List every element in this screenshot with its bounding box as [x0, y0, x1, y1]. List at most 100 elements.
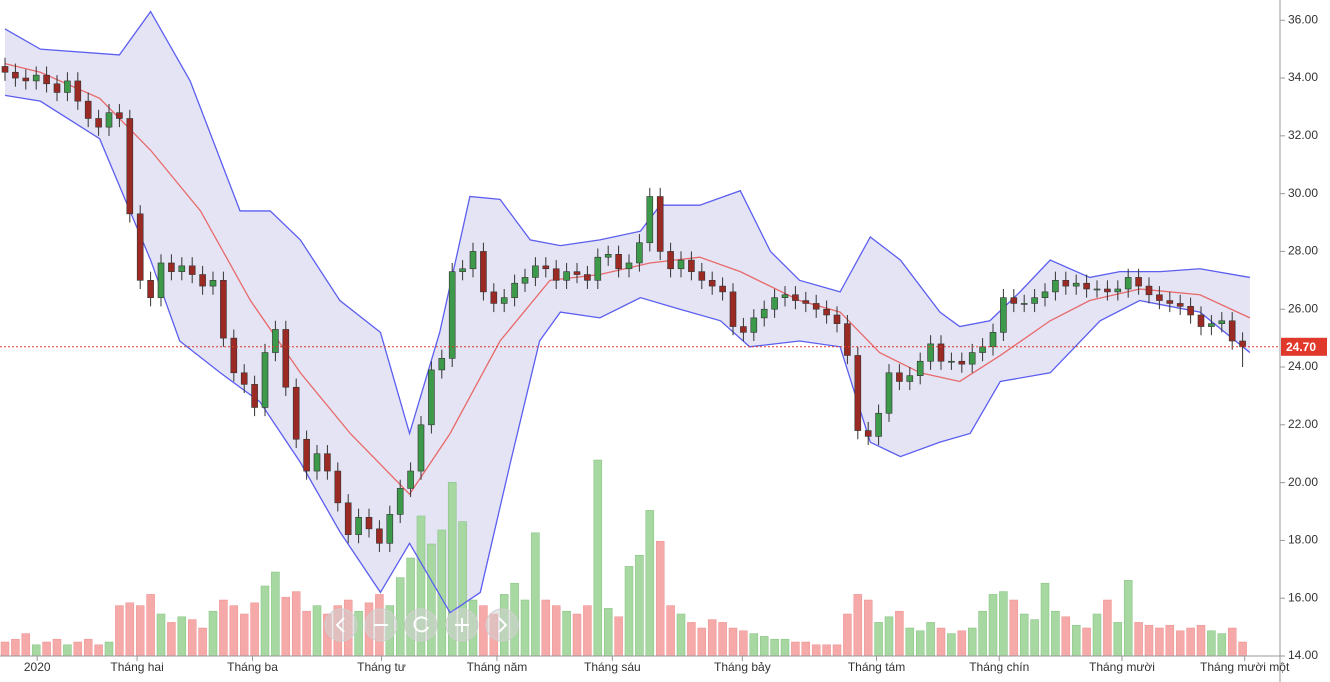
volume-bar: [1040, 582, 1050, 656]
candle-body: [750, 317, 758, 333]
volume-bar: [250, 602, 259, 656]
candle-body: [396, 488, 404, 515]
candle-body: [22, 77, 30, 82]
candle-body: [64, 80, 71, 93]
candle-body: [126, 118, 134, 215]
volume-bar: [905, 627, 915, 656]
y-tick-label: 14.00: [1288, 648, 1318, 662]
volume-bar: [104, 641, 114, 656]
volume-bar: [884, 616, 894, 656]
volume-bar: [811, 644, 821, 656]
volume-bar: [655, 540, 665, 656]
volume-bar: [718, 622, 727, 656]
scroll-left-button[interactable]: [324, 608, 358, 642]
volume-bar: [146, 594, 155, 656]
candle-body: [927, 343, 934, 362]
x-tick-label: Tháng mười một: [1200, 660, 1290, 674]
candle-body: [303, 438, 310, 472]
candle-body: [1010, 297, 1018, 304]
volume-bar: [1175, 630, 1185, 656]
volume-bar: [1217, 633, 1227, 656]
volume-bar: [531, 532, 540, 656]
candle-body: [32, 74, 40, 82]
volume-bar: [1123, 580, 1133, 656]
candle-body: [615, 254, 622, 270]
volume-bar: [1165, 624, 1175, 656]
volume-bar: [957, 630, 967, 656]
candle-body: [968, 352, 976, 365]
candle-body: [438, 358, 446, 371]
volume-bar: [739, 630, 748, 656]
candle-body: [1187, 306, 1194, 316]
band-fill: [5, 11, 1250, 613]
volume-bar: [416, 515, 426, 656]
volume-bar: [1113, 622, 1123, 656]
volume-bar: [947, 633, 956, 656]
volume-bar: [187, 619, 197, 656]
volume-bar: [551, 605, 561, 656]
volume-bar: [770, 638, 779, 656]
volume-bar: [583, 605, 592, 656]
volume-bar: [967, 627, 977, 656]
zoom-out-button[interactable]: [364, 608, 398, 642]
volume-bar: [427, 543, 436, 656]
candle-body: [771, 297, 778, 310]
volume-bar: [1071, 624, 1081, 656]
x-tick-label: Tháng chín: [969, 660, 1029, 674]
candle-body: [948, 360, 955, 363]
scroll-right-button[interactable]: [485, 608, 519, 642]
candle-body: [719, 285, 726, 293]
candle-body: [324, 453, 331, 472]
volume-bar: [1030, 619, 1039, 656]
candle-body: [230, 337, 238, 374]
volume-bar: [302, 610, 311, 656]
candle-body: [1156, 294, 1163, 301]
candle-body: [417, 424, 425, 472]
candle-body: [677, 259, 685, 270]
volume-bar: [603, 608, 613, 656]
volume-bar: [63, 644, 72, 656]
lower-band: [4, 94, 1251, 614]
candle-body: [1000, 297, 1007, 333]
candle-body: [188, 265, 196, 275]
candle-body: [511, 282, 518, 298]
candle-body: [1228, 320, 1236, 342]
volume-bar: [1144, 624, 1154, 656]
volume-bar: [749, 633, 759, 656]
volume-bar: [219, 599, 228, 656]
volume-bar: [52, 638, 62, 656]
volume-bar: [395, 577, 405, 656]
volume-bar: [239, 613, 249, 656]
candle-body: [1031, 297, 1038, 304]
candle-body: [428, 369, 435, 426]
volume-bar: [791, 641, 800, 656]
volume-bar: [635, 554, 644, 656]
candle-body: [365, 516, 373, 530]
reset-button[interactable]: [404, 608, 438, 642]
volume-bar: [832, 644, 842, 656]
candle-body: [1041, 291, 1049, 298]
candle-body: [594, 256, 602, 281]
candle-body: [480, 251, 487, 293]
candle-body: [43, 74, 50, 85]
candle-body: [74, 80, 82, 102]
candle-body: [1218, 320, 1226, 324]
candle-body: [646, 196, 654, 244]
candle-body: [292, 386, 300, 440]
volume-bar: [312, 605, 322, 656]
y-tick-label: 26.00: [1288, 301, 1318, 315]
volume-bar: [759, 636, 769, 656]
volume-bar: [31, 644, 41, 656]
volume-bar: [1186, 627, 1195, 656]
candle-body: [667, 251, 674, 270]
candle-body: [542, 265, 550, 270]
candle-body: [563, 271, 570, 281]
candle-body: [459, 268, 466, 272]
zoom-in-button[interactable]: [445, 608, 479, 642]
candle-body: [168, 262, 175, 272]
y-tick-label: 34.00: [1288, 70, 1318, 84]
candle-body: [147, 280, 154, 298]
candle-body: [552, 268, 560, 281]
plot-area: [0, 10, 1280, 656]
candle-body: [220, 280, 227, 339]
